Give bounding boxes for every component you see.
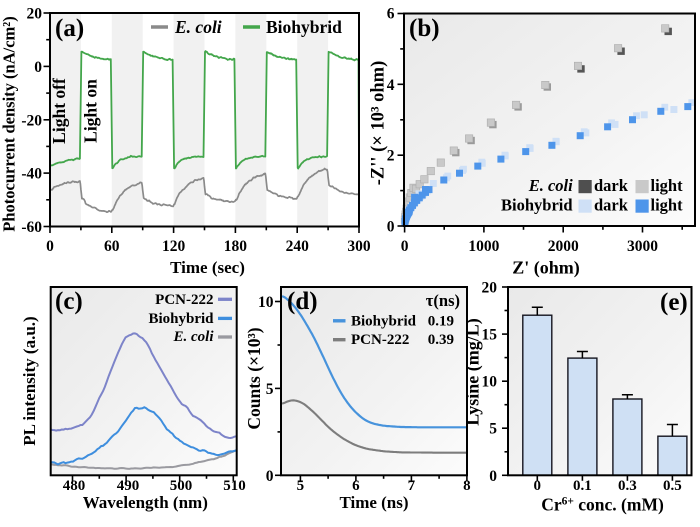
svg-text:0: 0 bbox=[489, 468, 497, 485]
svg-text:5: 5 bbox=[297, 478, 305, 494]
svg-text:Biohybrid: Biohybrid bbox=[266, 17, 342, 37]
svg-text:Time (ns): Time (ns) bbox=[339, 493, 408, 512]
svg-text:10: 10 bbox=[258, 294, 274, 311]
svg-text:PCN-222: PCN-222 bbox=[351, 332, 409, 348]
svg-text:-40: -40 bbox=[21, 166, 42, 183]
svg-text:2000: 2000 bbox=[548, 238, 579, 255]
svg-text:Biohybrid: Biohybrid bbox=[501, 196, 573, 215]
svg-text:light: light bbox=[651, 176, 684, 195]
svg-text:PCN-222: PCN-222 bbox=[155, 292, 213, 308]
svg-text:1000: 1000 bbox=[468, 238, 499, 255]
svg-text:0: 0 bbox=[387, 219, 395, 236]
svg-text:0: 0 bbox=[266, 468, 274, 485]
svg-text:0: 0 bbox=[34, 59, 42, 76]
svg-text:7: 7 bbox=[408, 478, 416, 494]
svg-text:-20: -20 bbox=[21, 112, 42, 129]
svg-text:0.5: 0.5 bbox=[663, 478, 682, 494]
svg-text:0.39: 0.39 bbox=[428, 332, 454, 348]
svg-text:Cr6+ conc. (mM): Cr6+ conc. (mM) bbox=[541, 495, 664, 515]
svg-text:Photocurrent density (nA/cm²): Photocurrent density (nA/cm²) bbox=[0, 16, 19, 231]
svg-text:-Z'' (× 10³ ohm): -Z'' (× 10³ ohm) bbox=[369, 61, 389, 186]
svg-text:15: 15 bbox=[482, 327, 498, 344]
svg-text:240: 240 bbox=[286, 238, 310, 255]
svg-text:6: 6 bbox=[387, 6, 395, 23]
svg-text:20: 20 bbox=[27, 6, 43, 23]
svg-text:(b): (b) bbox=[409, 15, 440, 42]
svg-text:Time (sec): Time (sec) bbox=[170, 258, 245, 277]
svg-text:20: 20 bbox=[482, 280, 498, 297]
svg-text:(a): (a) bbox=[55, 15, 84, 42]
svg-text:60: 60 bbox=[104, 238, 120, 255]
svg-text:500: 500 bbox=[170, 478, 193, 494]
svg-text:light: light bbox=[651, 196, 684, 215]
svg-text:510: 510 bbox=[223, 478, 246, 494]
svg-text:PL intensity (a.u.): PL intensity (a.u.) bbox=[20, 316, 39, 445]
svg-text:0.19: 0.19 bbox=[428, 314, 454, 330]
svg-text:Wavelength (nm): Wavelength (nm) bbox=[83, 493, 208, 512]
svg-text:E. coli: E. coli bbox=[528, 176, 573, 195]
svg-text:Lysine (mg/L): Lysine (mg/L) bbox=[463, 318, 484, 426]
svg-text:Light off: Light off bbox=[49, 78, 69, 144]
svg-text:8: 8 bbox=[463, 478, 471, 494]
svg-text:τ(ns): τ(ns) bbox=[426, 291, 460, 310]
svg-text:10: 10 bbox=[482, 374, 498, 391]
svg-text:180: 180 bbox=[224, 238, 248, 255]
svg-text:0: 0 bbox=[46, 238, 54, 255]
svg-text:(e): (e) bbox=[660, 289, 688, 316]
svg-text:E. coli: E. coli bbox=[174, 17, 222, 37]
svg-text:5: 5 bbox=[266, 381, 274, 398]
svg-text:(d): (d) bbox=[287, 288, 318, 315]
svg-text:2: 2 bbox=[387, 148, 395, 165]
svg-text:Biohybrid: Biohybrid bbox=[351, 314, 417, 330]
svg-text:0: 0 bbox=[401, 238, 409, 255]
svg-text:Light on: Light on bbox=[81, 79, 101, 143]
svg-text:0: 0 bbox=[534, 478, 542, 494]
svg-text:Counts (×10³): Counts (×10³) bbox=[244, 327, 264, 429]
svg-text:dark: dark bbox=[594, 196, 629, 215]
svg-text:6: 6 bbox=[352, 478, 360, 494]
svg-text:dark: dark bbox=[594, 176, 629, 195]
svg-text:120: 120 bbox=[162, 238, 186, 255]
svg-text:-60: -60 bbox=[21, 219, 42, 236]
svg-text:4: 4 bbox=[387, 77, 395, 94]
svg-text:3000: 3000 bbox=[627, 238, 658, 255]
svg-text:480: 480 bbox=[63, 478, 86, 494]
svg-text:Biohybrid: Biohybrid bbox=[148, 311, 214, 327]
svg-text:0.3: 0.3 bbox=[618, 478, 637, 494]
svg-text:490: 490 bbox=[117, 478, 140, 494]
svg-text:300: 300 bbox=[347, 238, 371, 255]
svg-text:5: 5 bbox=[489, 421, 497, 438]
svg-text:Z' (ohm): Z' (ohm) bbox=[512, 258, 580, 279]
svg-text:E. coli: E. coli bbox=[173, 329, 215, 345]
svg-text:0.1: 0.1 bbox=[573, 478, 592, 494]
svg-text:(c): (c) bbox=[55, 288, 83, 315]
